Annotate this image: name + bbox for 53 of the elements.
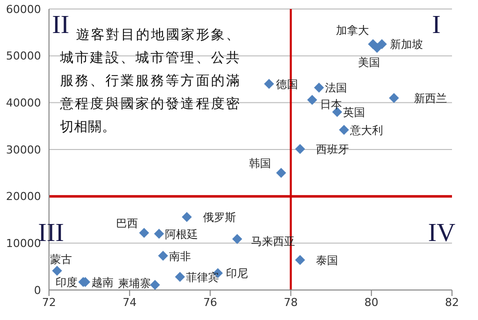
data-label: 阿根廷 [165, 228, 198, 241]
y-tick-label: 10000 [6, 237, 41, 250]
data-label: 新加坡 [390, 38, 423, 52]
x-tick-label: 78 [284, 296, 298, 309]
data-label: 加拿大 [336, 24, 370, 38]
x-tick-label: 72 [42, 296, 56, 309]
y-tick-label: 50000 [6, 50, 41, 63]
data-label: 蒙古 [50, 252, 72, 266]
data-label: 泰国 [316, 254, 338, 268]
data-label: 柬埔寨 [118, 276, 151, 290]
point [264, 78, 274, 89]
data-label: 巴西 [116, 216, 138, 230]
data-label: 南非 [169, 250, 192, 263]
data-label: 越南 [91, 276, 114, 290]
y-tick-label: 30000 [6, 143, 41, 156]
annotation: I [432, 10, 441, 40]
point [174, 272, 185, 282]
y-tick-label: 40000 [6, 96, 41, 110]
data-label: 韩国 [249, 156, 272, 170]
point [232, 234, 242, 244]
point [182, 212, 192, 222]
data-label: 日本 [320, 98, 342, 111]
point [158, 250, 168, 261]
data-label: 印尼 [226, 267, 248, 280]
data-label: 印度 [55, 276, 78, 290]
point [276, 168, 286, 178]
point [314, 82, 324, 93]
point [376, 39, 387, 50]
point [154, 228, 164, 239]
data-label: 俄罗斯 [202, 210, 236, 224]
annotation: IV [428, 218, 456, 248]
data-label: 法国 [325, 82, 348, 95]
x-tick-label: 82 [445, 296, 459, 309]
point [150, 280, 160, 290]
point [52, 266, 62, 276]
data-label: 英国 [343, 106, 366, 120]
x-tick-label: 76 [203, 296, 218, 309]
y-tick-label: 0 [34, 284, 41, 297]
point [295, 255, 306, 266]
x-tick-label: 74 [122, 296, 137, 309]
data-label: 西班牙 [316, 143, 350, 156]
point [295, 144, 306, 154]
data-label: 意大利 [348, 124, 383, 137]
point [338, 124, 349, 135]
x-tick-label: 80 [364, 296, 378, 309]
point [307, 94, 318, 105]
data-label: 新西兰 [414, 92, 447, 105]
y-tick-label: 20000 [6, 190, 41, 204]
data-label: 美国 [358, 56, 380, 69]
point [388, 92, 399, 103]
data-label: 菲律宾 [186, 270, 219, 284]
y-tick-label: 60000 [6, 2, 41, 16]
point [139, 228, 150, 238]
